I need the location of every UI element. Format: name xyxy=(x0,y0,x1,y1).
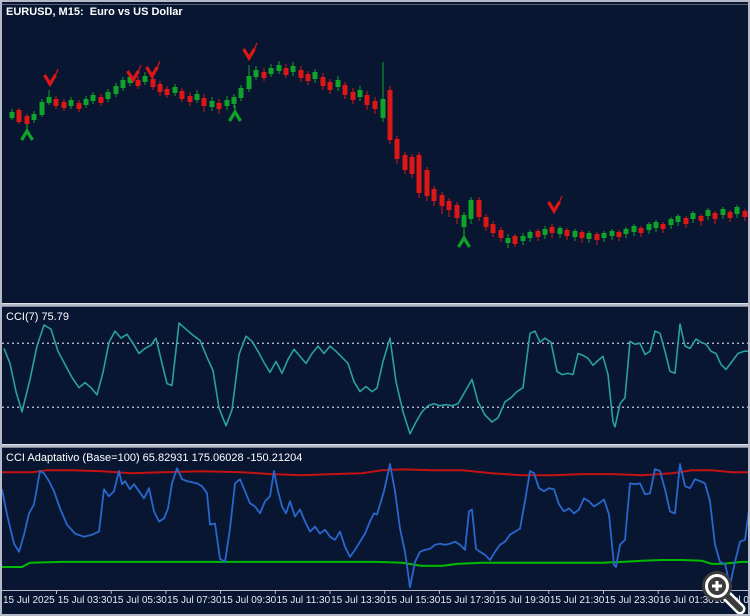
time-label: 15 Jul 11:30 xyxy=(276,595,331,606)
time-label: 15 Jul 07:30 xyxy=(167,595,222,606)
sell-arrow-icon xyxy=(547,201,561,215)
buy-arrow-icon xyxy=(20,127,34,141)
buy-arrow-icon xyxy=(228,108,242,122)
buy-arrow-icon xyxy=(457,234,471,248)
lower-adaptive-level xyxy=(2,559,748,568)
time-label: 15 Jul 03:30 xyxy=(57,595,113,606)
time-label: 15 Jul 23:30 xyxy=(604,595,660,606)
time-label: 15 Jul 15:30 xyxy=(385,595,441,606)
cci-adaptive-series xyxy=(2,463,748,589)
zoom-in-magnifier-icon[interactable] xyxy=(696,566,748,616)
time-axis-line xyxy=(2,590,748,591)
cci-series xyxy=(2,322,748,435)
upper-adaptive-level xyxy=(2,468,748,477)
cci-indicator-label: CCI(7) 75.79 xyxy=(6,311,69,323)
sell-arrow-icon xyxy=(126,70,140,84)
pane-resize-handle-cci-adaptive[interactable] xyxy=(2,444,748,448)
time-label: 15 Jul 17:30 xyxy=(440,595,496,606)
sell-arrow-icon xyxy=(242,48,256,62)
window-frame-line xyxy=(2,4,748,5)
sell-arrow-icon xyxy=(145,66,159,80)
time-label: 15 Jul 13:30 xyxy=(331,595,386,606)
candlestick-series xyxy=(9,61,748,248)
time-label: 15 Jul 19:30 xyxy=(495,595,550,606)
time-label: 16 Jul 01:30 xyxy=(659,595,714,606)
time-label: 15 Jul 09:30 xyxy=(221,595,277,606)
chart-title: EURUSD, M15: Euro vs US Dollar xyxy=(6,6,183,18)
time-axis[interactable]: 15 Jul 2025 15 Jul 03:30 15 Jul 05:30 15… xyxy=(3,594,748,610)
time-label: 15 Jul 05:30 xyxy=(112,595,167,606)
cci-adaptive xyxy=(2,463,748,589)
signal-arrows xyxy=(20,42,563,248)
time-label: 15 Jul 2025 xyxy=(3,595,55,606)
pane-resize-handle-cci[interactable] xyxy=(2,303,748,307)
time-label: 15 Jul 21:30 xyxy=(549,595,605,606)
sell-arrow-icon xyxy=(43,74,57,88)
cci-adaptive-indicator-label: CCI Adaptativo (Base=100) 65.82931 175.0… xyxy=(6,452,303,464)
